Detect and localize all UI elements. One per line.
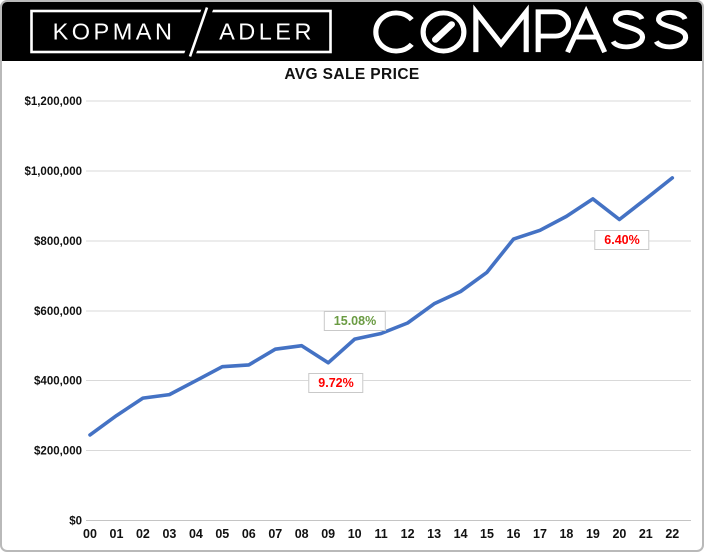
- y-tick-label: $0: [69, 516, 82, 528]
- compass-letter-s: [610, 10, 646, 50]
- x-tick-label: 20: [612, 527, 626, 541]
- compass-letter-s2: [653, 10, 689, 50]
- y-tick-label: $600,000: [34, 306, 82, 318]
- y-tick-label: $800,000: [34, 236, 82, 248]
- y-tick-label: $1,200,000: [24, 96, 82, 108]
- compass-needle-icon: [432, 21, 456, 43]
- x-tick-label: 02: [136, 527, 150, 541]
- compass-letter-a: [565, 5, 608, 54]
- brand-kopman: KOPMAN: [53, 19, 176, 45]
- logo-border-box: [30, 9, 332, 54]
- slash-icon: [188, 7, 209, 57]
- chart-title: AVG SALE PRICE: [284, 66, 420, 83]
- y-tick-label: $400,000: [34, 376, 82, 388]
- x-tick-label: 16: [507, 527, 521, 541]
- x-tick-label: 01: [110, 527, 124, 541]
- kopman-adler-logo: KOPMAN ADLER: [30, 5, 332, 59]
- x-tick-label: 17: [533, 527, 547, 541]
- header: KOPMAN ADLER: [2, 2, 702, 61]
- x-tick-label: 07: [268, 527, 282, 541]
- pct-change-annotation: 15.08%: [323, 311, 387, 331]
- x-tick-label: 21: [639, 527, 653, 541]
- x-tick-label: 12: [401, 527, 415, 541]
- x-tick-label: 22: [665, 527, 679, 541]
- pct-change-annotation: 9.72%: [308, 373, 364, 393]
- x-tick-label: 08: [295, 527, 309, 541]
- pct-change-annotation: 6.40%: [594, 230, 650, 250]
- x-axis-labels: 00 01 02 03 04 05 06 07 08 09 10 11 12 13 14 15 16 17 18 19…: [83, 527, 679, 541]
- x-tick-label: 10: [348, 527, 362, 541]
- x-tick-label: 00: [83, 527, 97, 541]
- x-tick-label: 06: [242, 527, 256, 541]
- price-line-series: [88, 176, 675, 437]
- compass-letter-c: [373, 10, 414, 54]
- x-tick-label: 19: [586, 527, 600, 541]
- compass-logo: [373, 4, 689, 54]
- x-tick-label: 18: [559, 527, 573, 541]
- compass-letter-o: [420, 10, 467, 54]
- compass-letter-p: [535, 9, 572, 53]
- gridlines: [86, 100, 691, 521]
- y-tick-label: $1,000,000: [24, 166, 82, 178]
- x-tick-label: 15: [480, 527, 494, 541]
- x-tick-label: 03: [162, 527, 176, 541]
- y-axis-labels: $0 $200,000 $400,000 $600,000 $800,000 $1,000…: [24, 96, 82, 528]
- compass-letter-m: [473, 4, 529, 53]
- x-tick-label: 13: [427, 527, 441, 541]
- x-tick-label: 11: [374, 527, 387, 541]
- x-tick-label: 14: [454, 527, 468, 541]
- x-tick-label: 04: [189, 527, 203, 541]
- x-tick-label: 05: [215, 527, 229, 541]
- brand-adler: ADLER: [219, 19, 315, 45]
- y-tick-label: $200,000: [34, 446, 82, 458]
- x-tick-label: 09: [321, 527, 335, 541]
